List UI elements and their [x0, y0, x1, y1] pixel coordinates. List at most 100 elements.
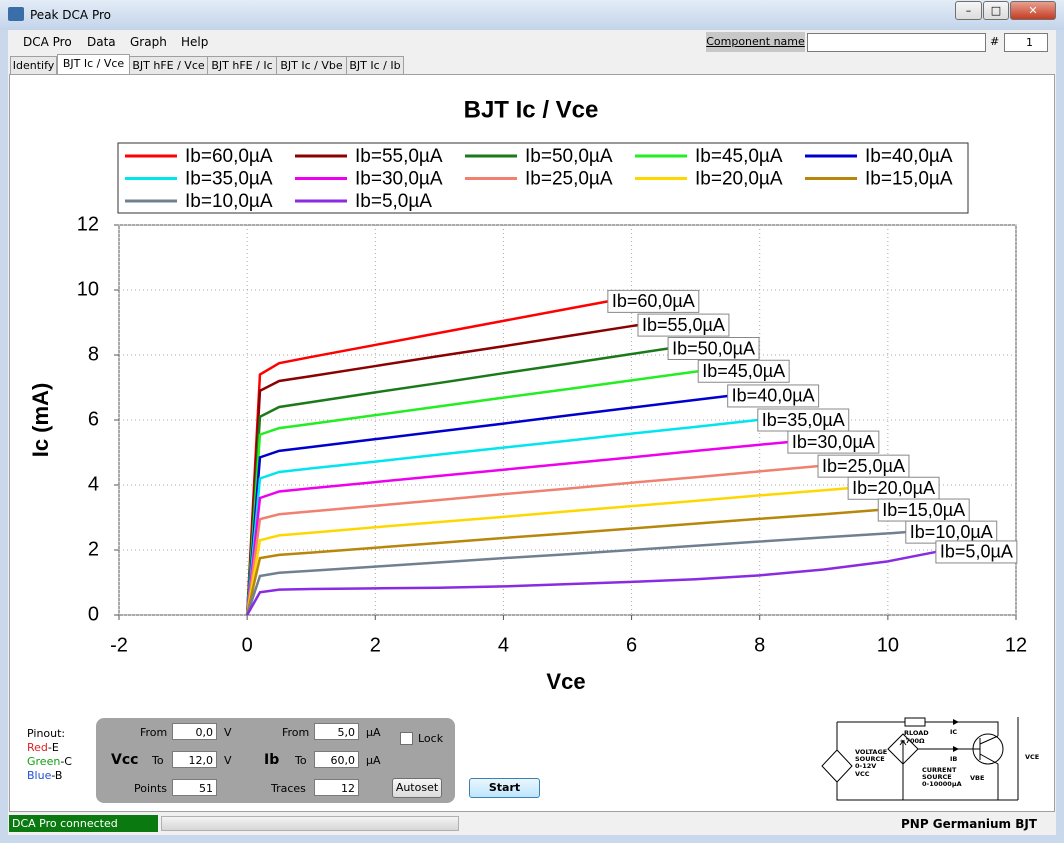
menu-item[interactable]: Data [87, 35, 116, 49]
legend-label: Ib=10,0µA [185, 191, 273, 212]
label: Traces [271, 782, 306, 795]
menu-item[interactable]: DCA Pro [23, 35, 72, 49]
series-line [245, 323, 639, 616]
end-label: Ib=15,0µA [877, 498, 970, 522]
maximize-button[interactable]: □ [983, 1, 1009, 20]
tab[interactable]: BJT Ic / Ib [346, 56, 404, 74]
unit: V [224, 754, 232, 767]
x-tick-label: 8 [754, 634, 765, 656]
y-tick-label: 12 [77, 213, 99, 235]
end-label-text: Ib=5,0µA [940, 542, 1013, 562]
end-label: Ib=45,0µA [697, 359, 790, 383]
y-tick-label: 2 [88, 538, 99, 560]
end-label-text: Ib=60,0µA [612, 291, 695, 311]
y-tick-label: 6 [88, 408, 99, 430]
end-label-box [935, 540, 1018, 564]
x-axis-label: Vce [546, 669, 585, 694]
circuit-wires [821, 717, 1019, 801]
label: To [152, 754, 164, 767]
x-tick-label: 4 [498, 634, 509, 656]
label: From [282, 726, 310, 739]
number-input[interactable]: 1 [1004, 33, 1048, 52]
legend-label: Ib=50,0µA [525, 146, 613, 167]
x-tick-label: 6 [626, 634, 637, 656]
component-name-label: Component name [706, 32, 805, 52]
unit: µA [366, 726, 381, 739]
end-label: Ib=50,0µA [667, 337, 760, 360]
y-tick-label: 4 [88, 473, 99, 495]
window-title: Peak DCA Pro [30, 8, 111, 22]
y-axis-label: Ic (mA) [28, 383, 53, 458]
circuit-label: IB [950, 755, 957, 763]
end-label-box [727, 384, 820, 408]
vcc-from-input[interactable]: 0,0 [172, 723, 217, 740]
unit: µA [366, 754, 381, 767]
traces-input[interactable]: 12 [314, 779, 359, 796]
end-label-box [637, 313, 730, 337]
progress-bar [161, 816, 459, 831]
lock-label: Lock [418, 732, 444, 745]
legend-label: Ib=60,0µA [185, 146, 273, 167]
device-status: PNP Germanium BJT [901, 817, 1037, 831]
end-label-text: Ib=15,0µA [882, 500, 965, 520]
autoset-button[interactable]: Autoset [392, 778, 442, 798]
vcc-to-input[interactable]: 12,0 [172, 751, 217, 768]
tab[interactable]: BJT hFE / Ic [207, 56, 277, 74]
series-line [245, 464, 819, 616]
x-tick-label: 0 [242, 634, 253, 656]
tab[interactable]: BJT Ic / Vce [57, 54, 130, 75]
pinout-color: Blue [27, 769, 52, 782]
x-tick-label: 2 [370, 634, 381, 656]
end-label-text: Ib=50,0µA [672, 338, 755, 358]
circuit-label: VCC [855, 770, 870, 778]
start-button[interactable]: Start [469, 778, 540, 798]
points-input[interactable]: 51 [172, 779, 217, 796]
end-label: Ib=20,0µA [847, 476, 940, 500]
menu-item[interactable]: Graph [130, 35, 167, 49]
series-line [245, 508, 879, 616]
legend-label: Ib=45,0µA [695, 146, 783, 167]
chart: BJT Ic / Vce Vce Ic (mA) 0 2 4 6 8 10 12 -2 0 2 4 6… [28, 96, 1027, 694]
component-name-input[interactable] [807, 33, 986, 52]
series-line [245, 418, 758, 616]
chart-title: BJT Ic / Vce [464, 96, 599, 123]
end-label: Ib=25,0µA [817, 454, 910, 478]
minimize-button[interactable]: – [955, 1, 982, 20]
end-label: Ib=10,0µA [905, 520, 998, 544]
circuit-label: SOURCE [922, 773, 952, 781]
circuit-diagram: VOLTAGE SOURCE 0-12V VCC RLOAD ≈700Ω IC … [821, 717, 1039, 801]
circuit-label: VBE [970, 774, 984, 782]
end-label-box [697, 359, 790, 383]
circuit-label: IC [950, 728, 957, 736]
title-bar: Peak DCA Pro – □ ✕ [0, 0, 1064, 30]
tab[interactable]: BJT Ic / Vbe [276, 56, 347, 74]
lock-checkbox[interactable] [400, 732, 413, 745]
x-tick-label: 10 [877, 634, 899, 656]
ib-from-input[interactable]: 5,0 [314, 723, 359, 740]
end-label: Ib=40,0µA [727, 384, 820, 408]
legend-label: Ib=30,0µA [355, 169, 443, 190]
circuit-label: CURRENT [922, 766, 957, 774]
close-button[interactable]: ✕ [1010, 1, 1056, 20]
end-label-box [787, 430, 880, 454]
circuit-label: VCE [1025, 753, 1039, 761]
pinout-title: Pinout: [27, 727, 66, 740]
legend-label: Ib=15,0µA [865, 169, 953, 190]
end-label-text: Ib=20,0µA [852, 478, 935, 498]
label: Points [134, 782, 168, 795]
legend-label: Ib=20,0µA [695, 169, 783, 190]
menu-item[interactable]: Help [181, 35, 209, 49]
x-tick-label: -2 [110, 634, 128, 656]
legend-label: Ib=35,0µA [185, 169, 273, 190]
series-line [245, 370, 699, 616]
ib-to-input[interactable]: 60,0 [314, 751, 359, 768]
tab[interactable]: Identify [10, 56, 57, 74]
end-label-text: Ib=25,0µA [822, 456, 905, 476]
circuit-label: 0-10000µA [922, 780, 962, 788]
y-tick-label: 0 [88, 603, 99, 625]
pinout-color: Red [27, 741, 48, 754]
circuit-label: SOURCE [855, 755, 885, 763]
end-label-text: Ib=35,0µA [762, 410, 845, 430]
end-label: Ib=35,0µA [757, 408, 850, 432]
pinout-pin: -B [51, 769, 63, 782]
